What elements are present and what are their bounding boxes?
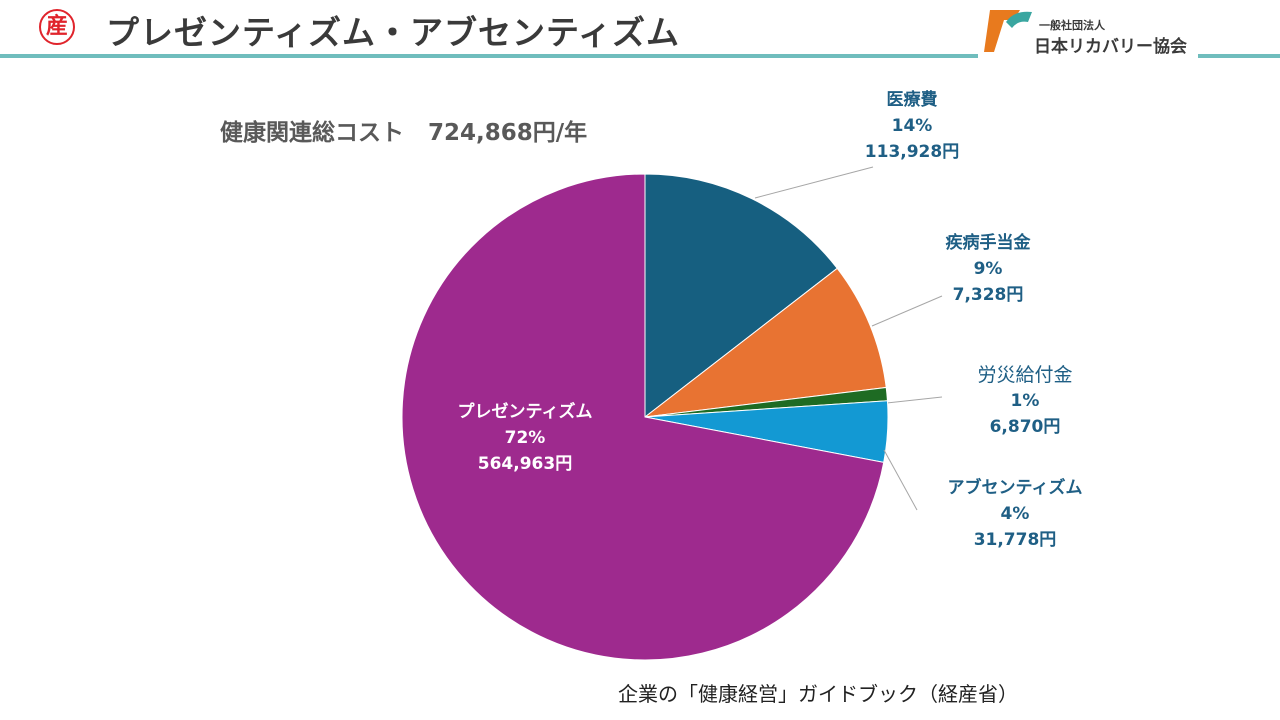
pie-slice [644,173,838,419]
total-cost-value: 724,868円/年 [428,120,588,146]
data-label-percent: 1% [1010,391,1040,411]
data-label-name: アブセンティズム [947,478,1083,498]
data-label-name: 疾病手当金 [945,233,1031,253]
data-label: 労災給付金 1% 6,870円 [977,362,1072,440]
data-label-percent: 72% [504,428,546,448]
header-rule-right [1198,54,1280,58]
data-label-amount: 7,328円 [952,285,1024,305]
data-label-name: 医療費 [886,90,938,110]
industry-badge-icon: 産 [39,9,75,45]
data-label-amount: 6,870円 [989,417,1061,437]
pie-slice [643,267,887,418]
header-rule-left [0,54,978,58]
logo-subtitle: 一般社団法人 [1039,19,1105,32]
leader-line [871,295,943,327]
data-label-amount: 564,963円 [477,454,573,474]
logo-name: 日本リカバリー協会 [1034,37,1187,57]
data-label-amount: 31,778円 [973,530,1057,550]
pie-slice [401,173,885,661]
total-cost-label: 健康関連総コスト [220,120,404,146]
leader-line [754,166,874,199]
data-label-name: 労災給付金 [977,364,1073,386]
data-label: 医療費 14% 113,928円 [865,87,959,165]
data-label: アブセンティズム 4% 31,778円 [948,475,1083,553]
logo-mark-icon [984,10,1032,52]
data-label-percent: 9% [973,259,1003,279]
page-title: プレゼンティズム・アブセンティズム [106,13,681,52]
leader-line [886,396,943,404]
leader-line [883,449,918,511]
data-label-percent: 4% [1000,504,1030,524]
header: 産 プレゼンティズム・アブセンティズム 一般社団法人 日本リカバリー協会 [0,0,1280,60]
data-label: プレゼンティズム 72% 564,963円 [458,399,593,477]
data-label-amount: 113,928円 [864,142,960,162]
data-label: 疾病手当金 9% 7,328円 [946,230,1031,308]
source-citation: 企業の「健康経営」ガイドブック（経産省） [618,682,1018,706]
total-cost: 健康関連総コスト 724,868円/年 [220,113,587,147]
data-label-percent: 14% [891,116,933,136]
data-label-name: プレゼンティズム [457,402,593,422]
recovery-association-logo: 一般社団法人 日本リカバリー協会 [984,4,1194,57]
